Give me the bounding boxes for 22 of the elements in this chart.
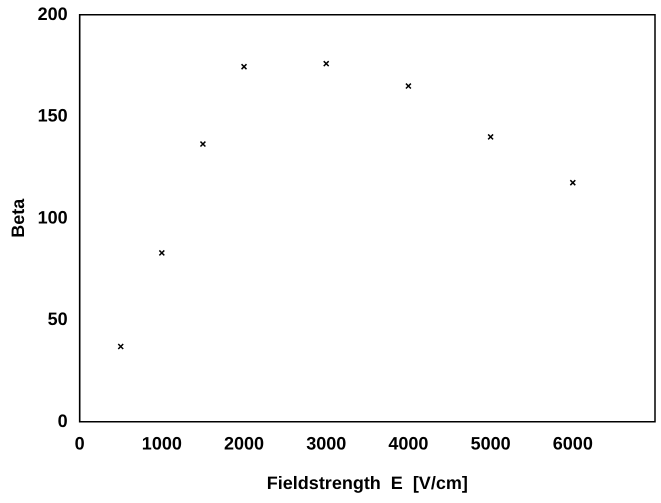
y-tick-label: 50	[48, 309, 68, 330]
point	[322, 60, 330, 67]
point	[570, 179, 576, 186]
y-tick-label: 100	[38, 207, 68, 228]
x-tick-label: 3000	[306, 434, 346, 454]
x-tick-label: 2000	[224, 434, 264, 454]
y-tick-label: 200	[38, 4, 68, 24]
x-tick-label: 5000	[470, 434, 511, 454]
y-axis-title: Beta	[8, 198, 28, 238]
point	[118, 343, 124, 350]
x-tick-label: 0	[74, 434, 85, 454]
point	[405, 82, 412, 90]
point	[200, 140, 206, 148]
x-tick-label: 6000	[552, 434, 593, 454]
point	[487, 134, 494, 140]
y-tick-label: 0	[58, 410, 68, 431]
x-tick-label: 1000	[142, 434, 182, 454]
point	[240, 63, 248, 70]
x-axis-title: Fieldstrength E [V/cm]	[266, 473, 468, 494]
y-tick-label: 150	[38, 106, 68, 126]
point	[158, 250, 166, 256]
x-tick-label: 4000	[388, 434, 428, 454]
